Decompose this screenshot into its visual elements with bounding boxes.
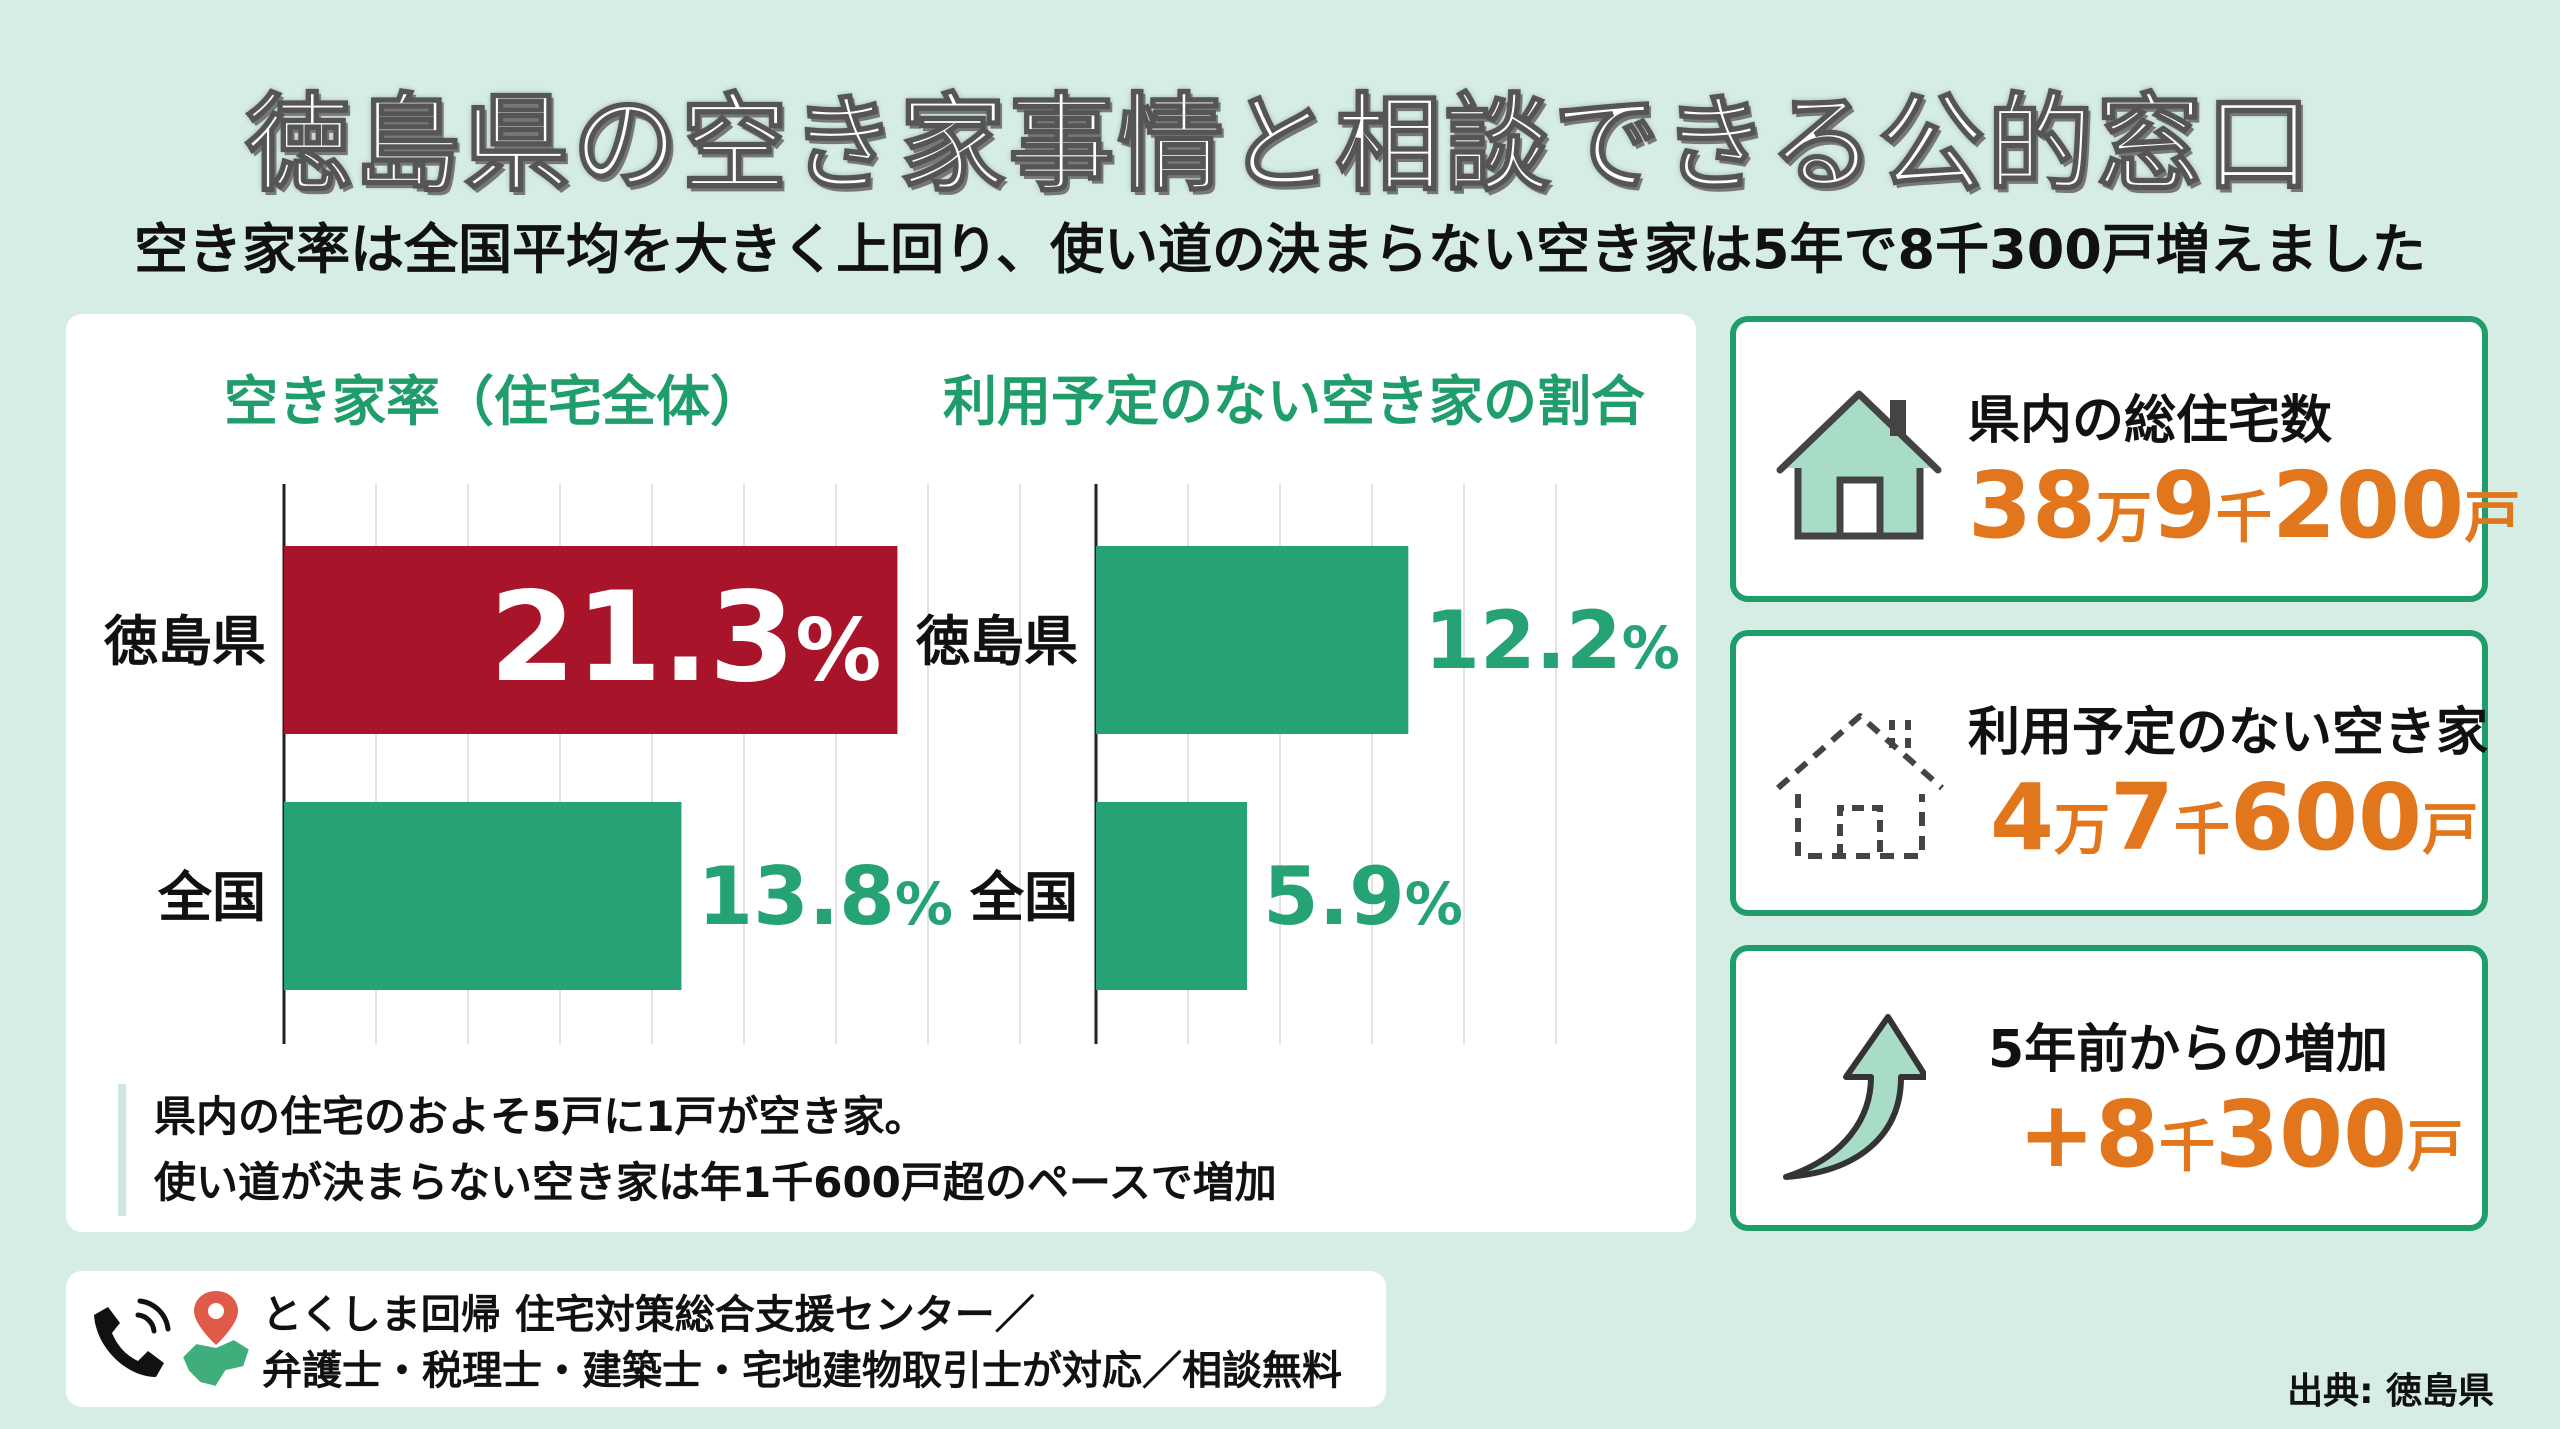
tokushima-map-pin-icon — [180, 1291, 252, 1389]
stat-card-unused-vacant: 利用予定のない空き家 4万7千600戸 — [1730, 630, 2488, 916]
category-label: 全国 — [157, 866, 266, 929]
data-label-unit: % — [1622, 614, 1680, 682]
bar — [284, 802, 682, 990]
stat-value-part: 戸 — [2422, 798, 2479, 863]
bar — [1096, 546, 1409, 734]
phone-icon — [94, 1298, 171, 1377]
data-label-unit: % — [795, 601, 881, 701]
stat-value-part: 200 — [2272, 452, 2465, 559]
stat-value-part: 600 — [2230, 764, 2423, 871]
stat-value-part: +8 — [2018, 1081, 2160, 1188]
stat-value-part: 戸 — [2464, 486, 2521, 551]
stat-value-part: 万 — [2096, 486, 2153, 551]
up-arrow-icon — [1783, 1014, 1926, 1180]
stat-value-part: 千 — [2159, 1115, 2216, 1180]
stat-value-part: 300 — [2215, 1081, 2408, 1188]
page-subtitle: 空き家率は全国平均を大きく上回り、使い道の決まらない空き家は5年で8千300戸増… — [134, 218, 2426, 281]
stat-label: 5年前からの増加 — [1988, 1020, 2389, 1080]
contact-line-2: 弁護士・税理士・建築士・宅地建物取引士が対応／相談無料 — [262, 1348, 1342, 1394]
data-label: 21.3% — [489, 566, 881, 710]
stat-card-five-year-increase: 5年前からの増加 +8千300戸 — [1730, 945, 2488, 1231]
stat-label: 県内の総住宅数 — [1968, 391, 2333, 451]
stat-label: 利用予定のない空き家 — [1968, 703, 2489, 763]
stat-value-part: 戸 — [2407, 1115, 2464, 1180]
data-label-value: 12.2 — [1424, 594, 1621, 687]
chart-note: 県内の住宅のおよそ5戸に1戸が空き家。 使い道が決まらない空き家は年1千600戸… — [118, 1084, 1277, 1216]
stat-value: +8千300戸 — [2018, 1081, 2463, 1188]
data-label-value: 21.3 — [489, 566, 795, 710]
chart-title: 空き家率（住宅全体） — [224, 370, 764, 433]
stat-value-part: 38 — [1968, 452, 2097, 559]
data-label-unit: % — [895, 870, 953, 938]
stat-value-part: 千 — [2174, 798, 2231, 863]
chart-title: 利用予定のない空き家の割合 — [943, 370, 1645, 433]
page-title: 徳島県の空き家事情と相談できる公的窓口 — [245, 82, 2315, 207]
bar — [1096, 802, 1248, 990]
data-label: 5.9% — [1263, 850, 1463, 943]
data-label: 12.2% — [1424, 594, 1680, 687]
category-label: 全国 — [969, 866, 1078, 929]
stat-value-part: 7 — [2110, 764, 2175, 871]
contact-box: とくしま回帰 住宅対策総合支援センター／ 弁護士・税理士・建築士・宅地建物取引士… — [66, 1271, 1386, 1407]
data-label: 13.8% — [697, 850, 953, 943]
contact-text: とくしま回帰 住宅対策総合支援センター／ 弁護士・税理士・建築士・宅地建物取引士… — [262, 1287, 1342, 1399]
stat-value: 38万9千200戸 — [1968, 452, 2520, 559]
data-label-unit: % — [1405, 870, 1463, 938]
stat-value-part: 9 — [2152, 452, 2217, 559]
stat-value-part: 万 — [2054, 798, 2111, 863]
bar — [284, 546, 898, 734]
data-label-value: 5.9 — [1263, 850, 1405, 943]
stat-value-part: 千 — [2216, 486, 2273, 551]
bar-charts: 空き家率（住宅全体） 徳島県 21.3% 全国 13.8% 利用予定のない空き家の割合徳島… — [103, 370, 1680, 1044]
note-line-1: 県内の住宅のおよそ5戸に1戸が空き家。 — [154, 1092, 927, 1141]
contact-line-1: とくしま回帰 住宅対策総合支援センター／ — [262, 1292, 1035, 1338]
source-credit: 出典: 徳島県 — [2287, 1371, 2494, 1412]
stat-value-part: 4 — [1990, 764, 2055, 871]
stat-value: 4万7千600戸 — [1990, 764, 2478, 871]
category-label: 徳島県 — [103, 610, 266, 673]
dashed-house-icon — [1776, 713, 1944, 859]
note-line-2: 使い道が決まらない空き家は年1千600戸超のペースで増加 — [154, 1158, 1277, 1207]
category-label: 徳島県 — [915, 610, 1078, 673]
house-icon — [1776, 390, 1942, 540]
data-label-value: 13.8 — [697, 850, 894, 943]
stat-card-total-housing: 県内の総住宅数 38万9千200戸 — [1730, 316, 2520, 602]
chart-panel: 空き家率（住宅全体） 徳島県 21.3% 全国 13.8% 利用予定のない空き家の割合徳島… — [66, 314, 1696, 1232]
